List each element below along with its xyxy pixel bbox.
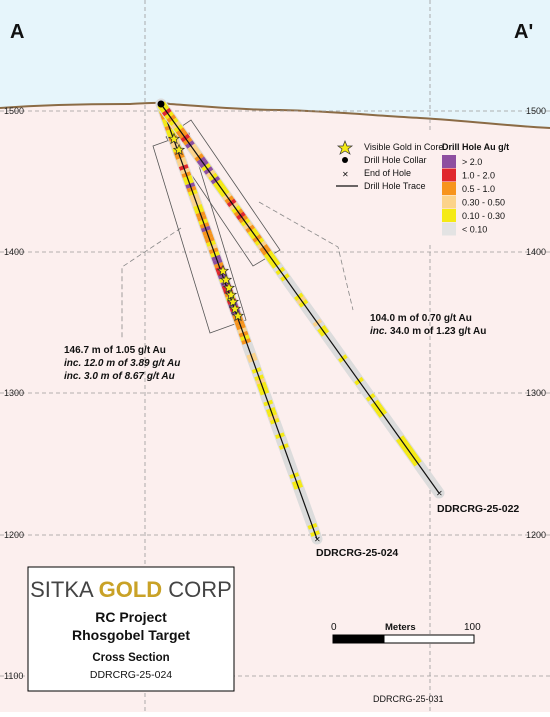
title-target: Rhosgobel Target <box>72 627 190 643</box>
legend-grade-swatch <box>442 155 456 168</box>
elev-label-right-1400: 1400 <box>526 247 546 257</box>
drill-hole-collar-icon <box>157 100 165 108</box>
collar-dot-icon <box>342 157 348 163</box>
section-label-a: A <box>10 21 24 43</box>
elev-label-left-1300: 1300 <box>4 388 24 398</box>
visible-gold-star-icon <box>172 143 186 156</box>
scale-bar-end: 100 <box>464 622 481 633</box>
title-block: SITKA GOLD CORP RC Project Rhosgobel Tar… <box>27 566 235 692</box>
title-block-frame <box>27 566 235 692</box>
assay-annotation-024: 146.7 m of 1.05 g/t Au inc. 12.0 m of 3.… <box>64 345 180 382</box>
legend-grade-label: 0.5 - 1.0 <box>462 184 495 194</box>
assay-022-line-2-prefix: inc. <box>370 326 387 337</box>
footer-code: DDRCRG-25-031 <box>373 694 444 704</box>
hole-022-end-x: ✕ <box>436 489 443 498</box>
scale-bar-black-half <box>332 634 385 644</box>
visible-gold-star-icon <box>224 288 238 301</box>
topographic-surface-line <box>0 101 550 129</box>
legend-grade-bins: > 2.0 1.0 - 2.0 0.5 - 1.0 0.30 - 0.50 0.10 -… <box>442 155 505 236</box>
legend-grade-label: < 0.10 <box>462 225 487 235</box>
assay-024-line-1: 146.7 m of 1.05 g/t Au <box>64 345 166 356</box>
visible-gold-star-icon <box>226 295 240 308</box>
visible-gold-stars <box>167 132 245 322</box>
visible-gold-star-icon <box>219 273 233 286</box>
assay-024-line-3: inc. 3.0 m of 8.67 g/t Au <box>64 371 175 382</box>
legend: Drill Hole Au g/t Visible Gold in Core D… <box>332 133 509 243</box>
legend-item-end-of-hole: End of Hole <box>364 168 411 178</box>
legend-grade-label: 0.30 - 0.50 <box>462 198 505 208</box>
legend-grade-swatch <box>442 222 456 236</box>
legend-background <box>332 133 504 243</box>
hole-label-022: DDRCRG-25-022 <box>437 503 519 515</box>
company-logo: SITKA GOLD CORP <box>30 577 232 602</box>
visible-gold-star-icon <box>231 309 245 322</box>
title-view: Cross Section <box>92 652 169 664</box>
legend-grade-swatch <box>442 195 456 209</box>
legend-grade-label: 1.0 - 2.0 <box>462 171 495 181</box>
legend-grade-title: Drill Hole Au g/t <box>442 142 509 152</box>
assay-annotation-022: 104.0 m of 0.70 g/t Au inc. 34.0 m of 1.… <box>370 313 486 337</box>
assay-024-line-2: inc. 12.0 m of 3.89 g/t Au <box>64 358 180 369</box>
elev-label-right-1300: 1300 <box>526 388 546 398</box>
legend-grade-swatch <box>442 209 456 222</box>
hole-022-trace <box>160 103 440 494</box>
legend-grade-label: 0.10 - 0.30 <box>462 211 505 221</box>
elevation-labels-right: 1500 1400 1300 1200 <box>526 106 546 540</box>
visible-gold-star-icon <box>222 281 236 294</box>
end-of-hole-x-icon: ✕ <box>342 170 349 179</box>
hole-024-end-x: ✕ <box>314 535 321 544</box>
visible-gold-star-icon <box>228 302 242 315</box>
scale-bar-white-half <box>383 634 475 644</box>
drill-hole-024: ✕ <box>155 98 323 545</box>
assay-022-line-2-rest: 34.0 m of 1.23 g/t Au <box>387 326 486 337</box>
elevation-labels-left: 1500 1400 1300 1200 1100 <box>4 106 24 681</box>
legend-grade-label: > 2.0 <box>462 157 482 167</box>
title-project: RC Project <box>95 609 167 625</box>
logo-word-corp: CORP <box>168 577 232 602</box>
elev-label-left-1100: 1100 <box>4 671 23 681</box>
scale-bar-unit: Meters <box>385 622 416 633</box>
elev-label-left-1200: 1200 <box>4 530 24 540</box>
elev-label-left-1500: 1500 <box>4 106 24 116</box>
logo-word-sitka: SITKA <box>30 577 94 602</box>
callout-leaders <box>121 201 354 340</box>
elev-label-left-1400: 1400 <box>4 247 24 257</box>
hole-024-trace <box>160 103 318 540</box>
legend-item-collar: Drill Hole Collar <box>364 155 427 165</box>
assay-022-line-2: inc. 34.0 m of 1.23 g/t Au <box>370 326 486 337</box>
legend-item-visible-gold: Visible Gold in Core <box>364 142 443 152</box>
logo-word-gold: GOLD <box>99 577 163 602</box>
drill-hole-022: ✕ <box>155 98 445 499</box>
legend-item-trace: Drill Hole Trace <box>364 181 426 191</box>
assay-022-line-1: 104.0 m of 0.70 g/t Au <box>370 313 472 324</box>
leader-line-022 <box>258 201 354 311</box>
elev-label-right-1200: 1200 <box>526 530 546 540</box>
visible-gold-star-icon <box>216 264 230 277</box>
scale-bar-start: 0 <box>331 622 337 633</box>
elev-label-right-1500: 1500 <box>526 106 546 116</box>
scale-bar: 0 Meters 100 <box>331 622 481 644</box>
title-hole: DDRCRG-25-024 <box>90 669 172 681</box>
legend-grade-swatch <box>442 168 456 182</box>
section-label-a-prime: A' <box>514 21 533 43</box>
legend-grade-swatch <box>442 182 456 195</box>
visible-gold-star-icon <box>167 132 181 145</box>
hole-label-024: DDRCRG-25-024 <box>316 547 398 559</box>
star-icon <box>336 140 354 155</box>
